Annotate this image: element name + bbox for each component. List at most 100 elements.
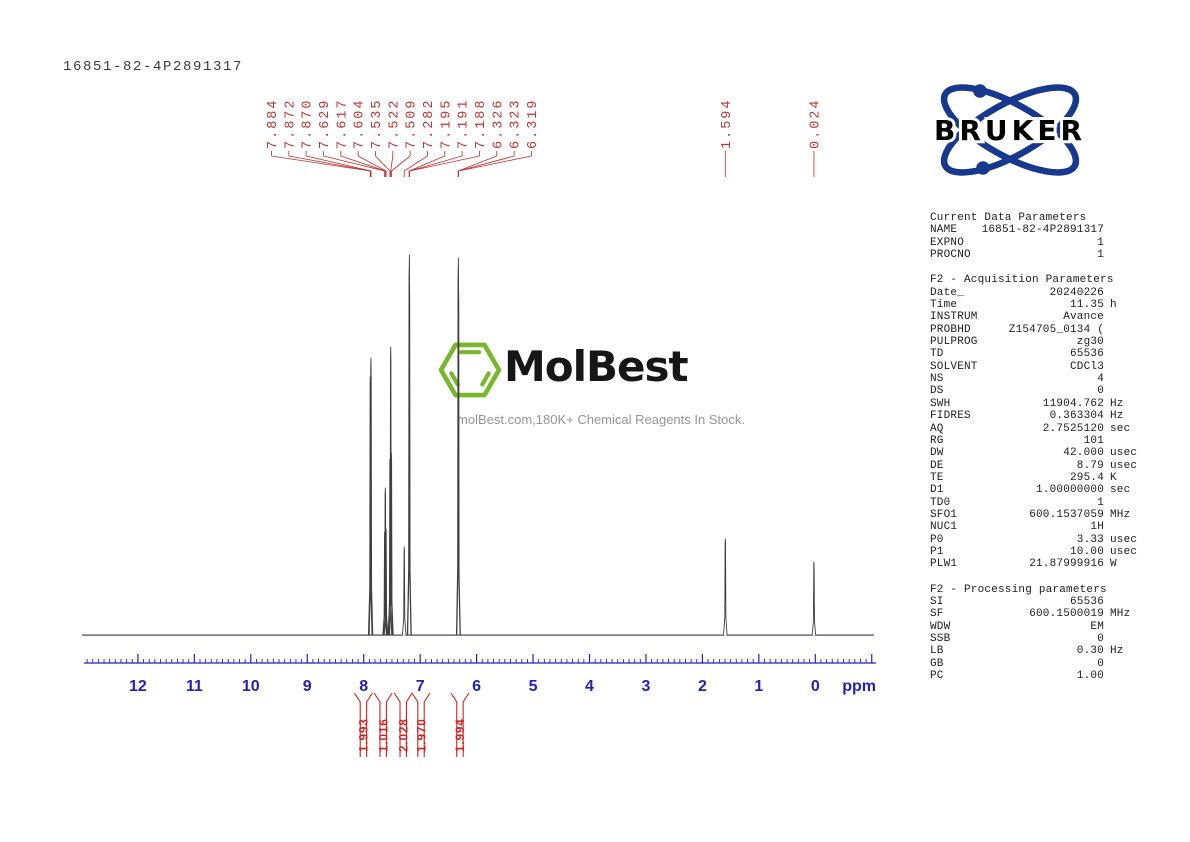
peak-chemical-shift-label: 7.604: [353, 98, 368, 149]
params-row: EXPNO 1: [930, 237, 1152, 249]
molbest-watermark: MolBest molBest.com,180K+ Chemical Reage…: [438, 334, 768, 434]
param-name: Date_: [930, 286, 965, 299]
integral-bracket-left: [373, 692, 381, 757]
params-row: SSB 0: [930, 633, 1152, 645]
leader-diagonal: [323, 155, 385, 172]
param-name: PLW1: [930, 558, 958, 571]
params-row: SF 600.1500019 MHz: [930, 608, 1152, 620]
params-row: AQ 2.7525120 sec: [930, 423, 1152, 435]
param-name: DE: [930, 459, 944, 472]
param-name: SSB: [930, 633, 951, 645]
param-unit: [1104, 385, 1152, 397]
leader-diagonal: [390, 155, 394, 172]
param-value: 295.4: [1069, 471, 1104, 484]
peak-chemical-shift-label: 7.282: [422, 98, 437, 149]
bruker-wordmark: BRUKER: [934, 114, 1086, 147]
peak-chemical-shift-label: 6.326: [491, 98, 506, 149]
param-name: LB: [930, 645, 944, 658]
param-unit: usec: [1110, 545, 1138, 558]
params-row: DE 8.79 usec: [930, 460, 1152, 472]
param-value: 1H: [1090, 521, 1104, 534]
params-row: DS 0: [930, 385, 1152, 397]
param-value: 11.35: [1069, 299, 1104, 312]
param-value: 4: [1097, 373, 1104, 386]
watermark-tagline: molBest.com,180K+ Chemical Reagents In S…: [457, 412, 745, 427]
param-name: INSTRUM: [930, 311, 978, 324]
param-name: P0: [930, 533, 944, 546]
leader-diagonal: [458, 155, 497, 172]
peak-chemical-shift-label: 7.884: [266, 98, 281, 149]
integral-bracket-left: [450, 692, 458, 757]
swoosh-orbit-2: [940, 84, 1080, 176]
param-unit: usec: [1110, 447, 1138, 460]
axis-tick-label: 10: [242, 678, 260, 695]
leader-diagonal: [391, 155, 411, 172]
params-row: D1 1.00000000 sec: [930, 484, 1152, 496]
params-row: SOLVENT CDCl3: [930, 361, 1152, 373]
param-unit: [1104, 621, 1152, 633]
params-section: Current Data Parameters NAME 16851-82-4P28…: [930, 212, 1152, 261]
axis-tick-label: 8: [359, 678, 368, 695]
peak-chemical-shift-label: 7.872: [283, 98, 298, 149]
param-value: 42.000: [1063, 447, 1104, 460]
swoosh-node-bottom: [976, 161, 990, 175]
params-row: PULPROG zg30: [930, 336, 1152, 348]
params-row: NAME 16851-82-4P2891317: [930, 224, 1152, 236]
peak-chemical-shift-label: 0.024: [808, 98, 823, 149]
param-name: RG: [930, 434, 944, 447]
integral-value: 1.993: [359, 718, 371, 752]
axis-tick-label: 6: [472, 678, 481, 695]
ppm-axis: 12 11 10 9 8 7 6 5 4 3 2 1 0 ppm: [84, 654, 876, 695]
params-row: SI 65536: [930, 596, 1152, 608]
param-unit: [1104, 596, 1152, 608]
integral-labels: 1.993 1.016 2.028 1.970 1.994: [353, 692, 470, 757]
param-value: 101: [1083, 434, 1104, 447]
param-unit: sec: [1110, 422, 1131, 435]
params-section: F2 - Acquisition Parameters Date_ 20240226…: [930, 274, 1152, 570]
param-value: 20240226: [1049, 286, 1104, 299]
param-unit: [1104, 521, 1152, 533]
param-unit: usec: [1110, 533, 1138, 546]
axis-tick-label: 9: [303, 678, 312, 695]
leader-diagonal: [404, 155, 428, 172]
param-name: SFO1: [930, 508, 958, 521]
param-unit: [1104, 373, 1152, 385]
peak-chemical-shift-label: 7.870: [301, 98, 316, 149]
param-name: NAME: [930, 224, 958, 237]
param-name: NUC1: [930, 521, 958, 534]
param-value: 21.87999916: [1029, 558, 1104, 571]
param-value: CDCl3: [1069, 360, 1104, 373]
integral-bracket-right: [366, 692, 373, 757]
param-value: 11904.762: [1042, 397, 1104, 410]
param-unit: [1104, 336, 1152, 348]
params-row: P0 3.33 usec: [930, 534, 1152, 546]
param-value: 0.30: [1076, 645, 1104, 658]
param-name: PROBHD: [930, 323, 971, 336]
params-row: RG 101: [930, 435, 1152, 447]
params-section-title: F2 - Acquisition Parameters: [930, 274, 1114, 287]
integral-value: 1.970: [416, 718, 428, 752]
param-name: TD: [930, 348, 944, 361]
spectrum-trace-group: [82, 254, 874, 636]
peak-chemical-shift-label: 7.509: [405, 98, 420, 149]
params-row: WDW EM: [930, 621, 1152, 633]
benzene-bond-right: [480, 371, 491, 387]
param-unit: Hz: [1110, 397, 1124, 410]
params-row: Time 11.35 h: [930, 299, 1152, 311]
param-unit: K: [1110, 471, 1117, 484]
peak-chemical-shift-label: 7.188: [474, 98, 489, 149]
params-section: F2 - Processing parameters SI 65536 SF 600.1…: [930, 584, 1152, 683]
leader-diagonal: [288, 155, 372, 172]
param-value: 1: [1097, 496, 1104, 509]
params-section-title: Current Data Parameters: [930, 212, 1087, 224]
peak-chemical-shift-label: 7.522: [387, 98, 402, 149]
peak-chemical-shift-label: 7.629: [318, 98, 333, 149]
params-row: GB 0: [930, 658, 1152, 670]
params-row: P1 10.00 usec: [930, 546, 1152, 558]
axis-tick-label: 7: [416, 678, 425, 695]
params-row: NS 4: [930, 373, 1152, 385]
params-row: LB 0.30 Hz: [930, 645, 1152, 657]
param-name: TD0: [930, 496, 951, 509]
molbest-hexagon-icon: [438, 342, 502, 398]
leader-diagonal: [458, 155, 515, 172]
